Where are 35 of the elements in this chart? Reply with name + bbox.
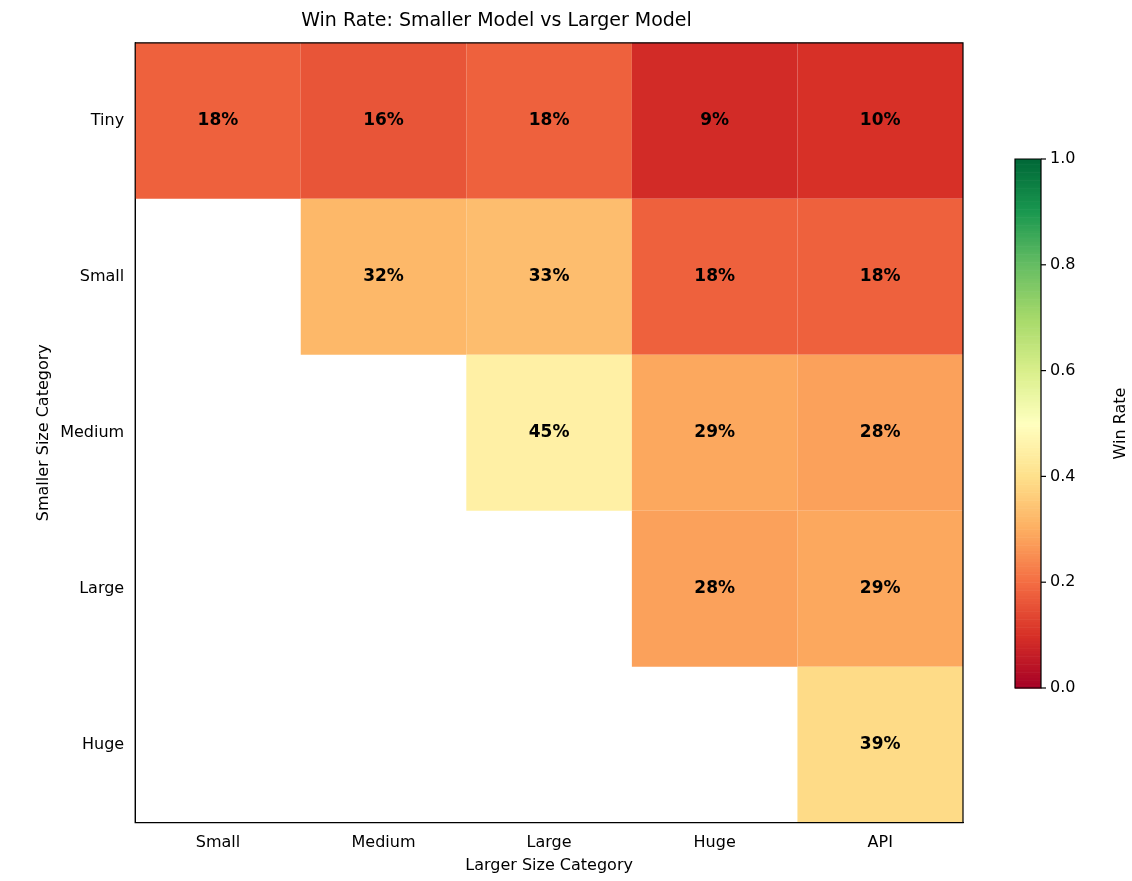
x-tick-label: Large: [526, 832, 572, 852]
data-label: 39%: [859, 733, 901, 754]
y-tick-label: Tiny: [89, 109, 125, 129]
x-tick-label: API: [867, 832, 893, 852]
data-label: 18%: [694, 265, 735, 286]
y-tick-label: Medium: [60, 421, 125, 441]
color-bar-label: 0.8: [1050, 253, 1076, 273]
data-label: 29%: [859, 577, 901, 598]
color-bar-label: 0.4: [1050, 465, 1076, 485]
data-label: 18%: [197, 109, 239, 130]
data-label: 18%: [528, 109, 570, 130]
x-tick-label: Huge: [693, 832, 736, 852]
data-label: 33%: [528, 265, 570, 286]
color-bar-title: Win Rate: [1110, 387, 1130, 460]
x-tick-label: Small: [195, 832, 241, 852]
data-label: 28%: [859, 421, 901, 442]
data-label: 18%: [859, 265, 901, 286]
data-label: 45%: [528, 421, 570, 442]
y-tick-label: Large: [79, 577, 125, 597]
y-axis-title: Smaller Size Category: [32, 344, 52, 522]
x-tick-label: Medium: [351, 832, 416, 852]
color-bar-label: 1.0: [1050, 148, 1076, 168]
color-bar-label: 0.6: [1050, 359, 1076, 379]
data-label: 16%: [363, 109, 404, 130]
data-label: 29%: [694, 421, 735, 442]
x-axis-title: Larger Size Category: [465, 854, 633, 874]
data-label: 10%: [859, 109, 901, 130]
data-label: 28%: [694, 577, 735, 598]
chart-title: Win Rate: Smaller Model vs Larger Model: [301, 8, 692, 31]
color-bar-label: 0.0: [1050, 677, 1076, 697]
color-bar-label: 0.2: [1050, 571, 1076, 591]
y-tick-label: Huge: [82, 733, 125, 753]
y-tick-label: Small: [79, 265, 125, 285]
data-label: 9%: [700, 109, 730, 130]
data-label: 32%: [363, 265, 404, 286]
